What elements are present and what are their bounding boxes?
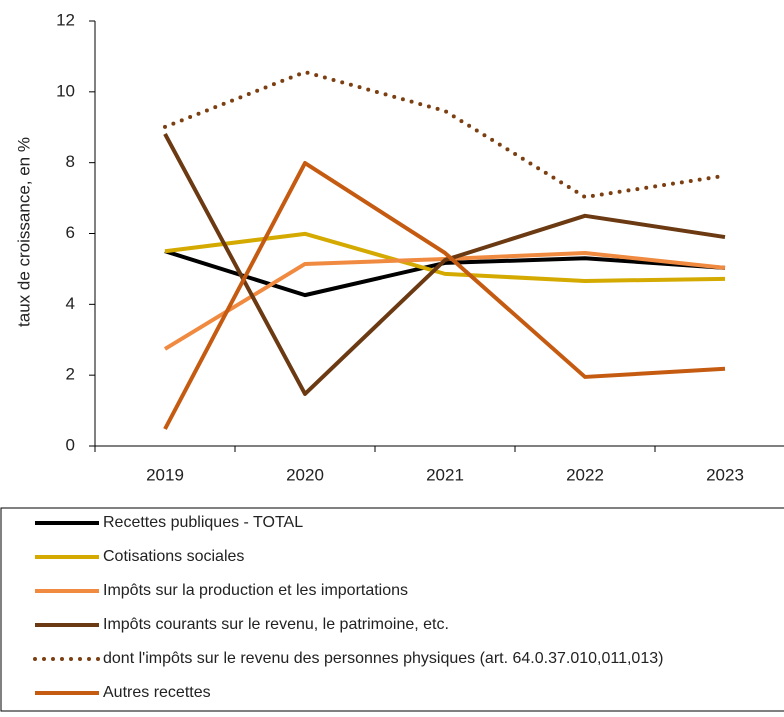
series-line bbox=[163, 70, 727, 200]
legend-label: Autres recettes bbox=[103, 684, 211, 701]
y-tick-label: 4 bbox=[66, 294, 75, 313]
x-tick-label: 2023 bbox=[706, 465, 744, 484]
legend-label: Recettes publiques - TOTAL bbox=[103, 514, 303, 531]
y-tick-label: 6 bbox=[66, 223, 75, 242]
y-tick-label: 8 bbox=[66, 152, 75, 171]
y-tick-label: 12 bbox=[56, 10, 75, 29]
y-tick-label: 0 bbox=[66, 435, 75, 454]
y-axis-title: taux de croissance, en % bbox=[14, 137, 33, 327]
series-line bbox=[163, 133, 726, 396]
y-tick-label: 10 bbox=[56, 81, 75, 100]
legend-label: Impôts sur la production et les importat… bbox=[103, 582, 408, 599]
series-line bbox=[164, 231, 726, 283]
x-tick-label: 2020 bbox=[286, 465, 324, 484]
y-tick-label: 2 bbox=[66, 365, 75, 384]
legend-label: dont l'impôts sur le revenu des personne… bbox=[103, 650, 663, 667]
legend-box bbox=[0, 507, 784, 712]
series-line bbox=[163, 161, 726, 430]
x-tick-label: 2021 bbox=[426, 465, 464, 484]
legend-label: Impôts courants sur le revenu, le patrim… bbox=[103, 616, 449, 633]
x-tick-label: 2019 bbox=[146, 465, 184, 484]
series-line bbox=[164, 249, 726, 298]
x-tick-label: 2022 bbox=[566, 465, 604, 484]
legend-label: Cotisations sociales bbox=[103, 548, 244, 565]
